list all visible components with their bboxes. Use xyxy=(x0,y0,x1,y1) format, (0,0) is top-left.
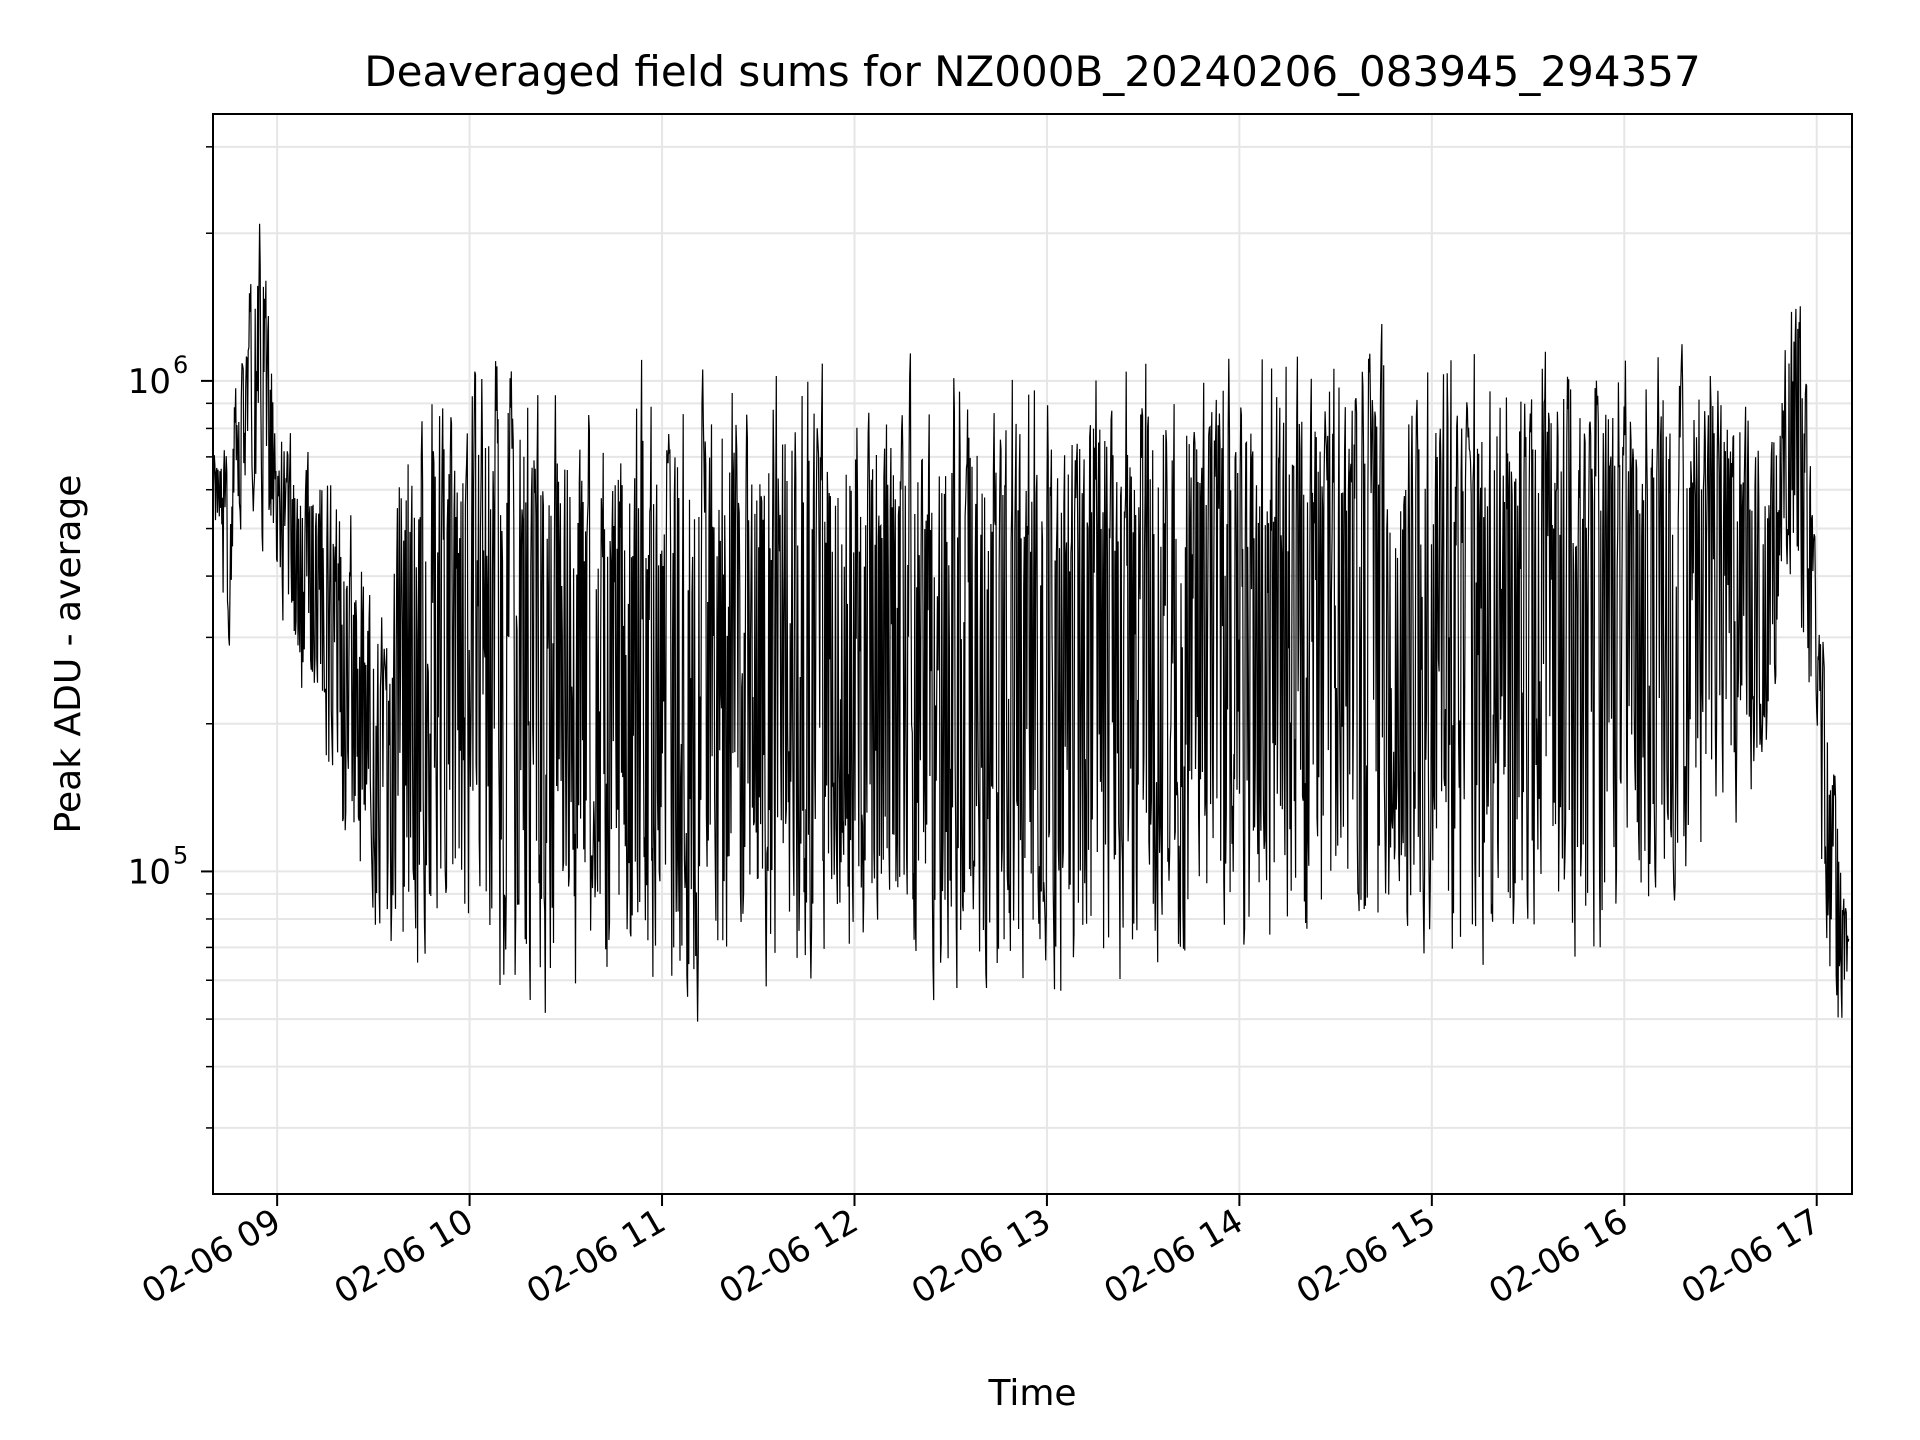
y-tick-label: 10 xyxy=(128,362,171,402)
y-axis-label: Peak ADU - average xyxy=(48,475,89,834)
plot-frame xyxy=(212,113,1853,1195)
x-axis-label: Time xyxy=(987,1373,1076,1414)
y-tick-label: 10 xyxy=(128,852,171,892)
series-line xyxy=(212,223,1850,1022)
y-tick-exponent: 5 xyxy=(173,841,188,869)
data-series xyxy=(212,223,1850,1022)
y-tick-exponent: 6 xyxy=(173,351,188,379)
chart-title: Deaveraged field sums for NZ000B_2024020… xyxy=(364,47,1700,96)
